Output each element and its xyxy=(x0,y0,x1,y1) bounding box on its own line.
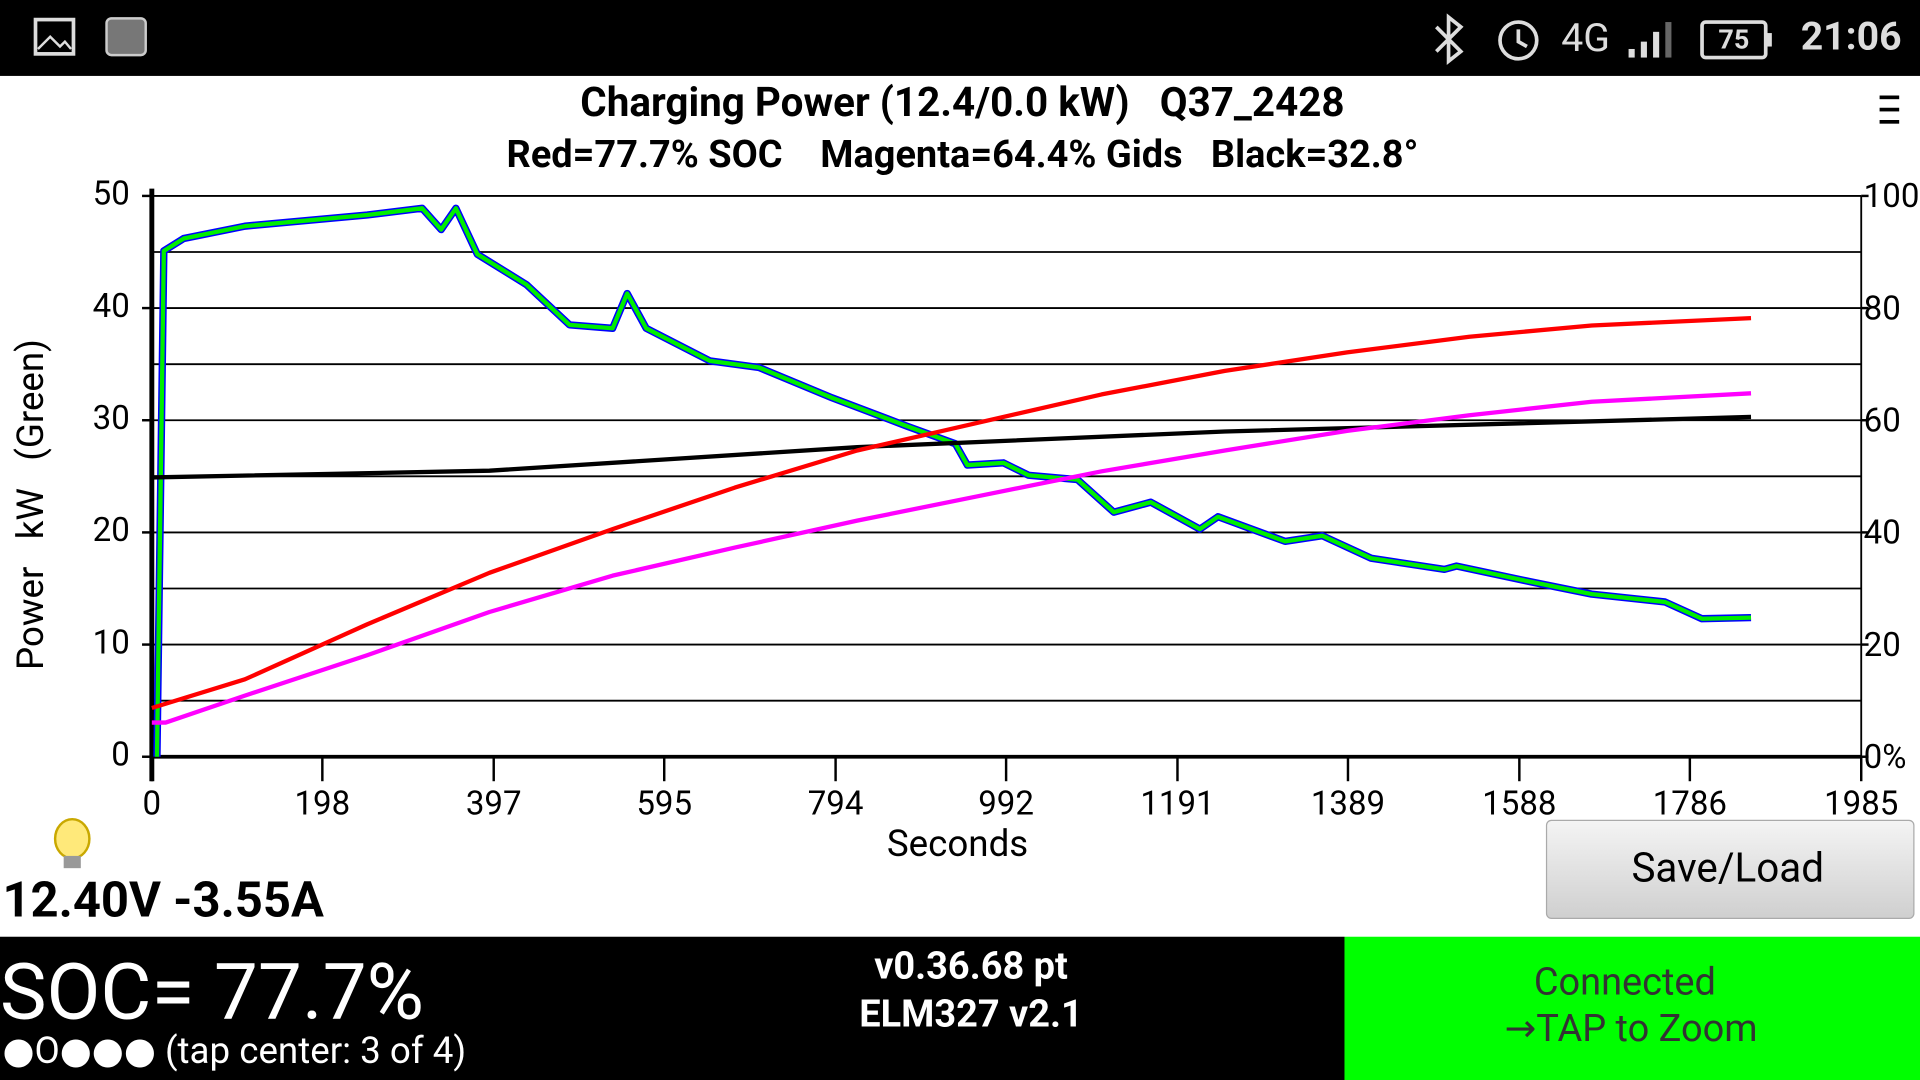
version-text: v0.36.68 pt xyxy=(874,945,1068,989)
series-line xyxy=(151,414,1752,480)
signal-icon xyxy=(1628,22,1672,58)
y-tick-label: 20 xyxy=(93,511,130,550)
battery-level: 75 xyxy=(1718,24,1749,56)
chart-title: Charging Power (12.4/0.0 kW) Q37_2428 xyxy=(580,79,1344,126)
series-line xyxy=(151,315,1752,711)
x-tick-label: 1588 xyxy=(1482,784,1556,823)
x-tick-label: 1786 xyxy=(1653,784,1727,823)
connection-status[interactable]: Connected xyxy=(1534,961,1716,1005)
y-axis-label: Power kW (Green) xyxy=(9,339,52,670)
x-tick-label: 198 xyxy=(294,784,350,823)
plot: 0 10 20 30 40 50 0% 20 40 60 80 100 0 198 397 595 794 992… xyxy=(93,175,1920,824)
connection-panel[interactable] xyxy=(1344,936,1920,1080)
bulb-icon xyxy=(53,817,91,869)
page-indicator: ●O●●● (tap center: 3 of 4) xyxy=(2,1029,466,1072)
x-tick-label: 397 xyxy=(466,784,522,823)
gallery-icon xyxy=(33,17,76,56)
x-tick-label: 1985 xyxy=(1824,784,1898,823)
save-load-button[interactable] xyxy=(1545,819,1915,919)
y-tick-label: 40 xyxy=(93,287,130,326)
y-tick-label: 0 xyxy=(111,735,130,774)
save-load-label[interactable]: Save/Load xyxy=(1631,844,1824,891)
series-line xyxy=(153,204,1752,757)
battery-tip xyxy=(1765,33,1772,47)
series-line xyxy=(154,206,1752,757)
soc-display: SOC= 77.7% xyxy=(0,947,424,1039)
x-tick-label: 992 xyxy=(978,784,1034,823)
menu-icon[interactable] xyxy=(1879,95,1900,124)
y2-tick-label: 60 xyxy=(1864,401,1901,440)
footer-bar xyxy=(0,936,1345,1080)
y2-tick-label: 100 xyxy=(1864,177,1920,216)
y2-tick-label: 40 xyxy=(1864,514,1901,553)
x-tick-label: 1191 xyxy=(1140,784,1214,823)
y2-tick-label: 0% xyxy=(1864,738,1907,777)
clock: 21:06 xyxy=(1801,14,1902,60)
voltage-readout: 12.40V -3.55A xyxy=(2,872,324,929)
x-tick-label: 0 xyxy=(143,784,162,823)
y2-tick-label: 80 xyxy=(1864,289,1901,328)
network-type: 4G xyxy=(1561,15,1610,61)
app-icon xyxy=(105,17,147,57)
status-bar xyxy=(0,0,1920,76)
series-line xyxy=(151,391,1752,725)
chart-subtitle: Red=77.7% SOC Magenta=64.4% Gids Black=3… xyxy=(507,133,1419,177)
y2-tick-label: 20 xyxy=(1864,626,1901,665)
zoom-hint[interactable]: →TAP to Zoom xyxy=(1505,1007,1758,1051)
y-tick-label: 10 xyxy=(93,623,130,662)
x-axis-label: Seconds xyxy=(887,822,1028,865)
adapter-text: ELM327 v2.1 xyxy=(859,992,1083,1036)
bluetooth-icon xyxy=(1435,13,1464,66)
alarm-icon xyxy=(1498,20,1539,61)
x-tick-label: 595 xyxy=(636,784,692,823)
y-tick-label: 30 xyxy=(93,399,130,438)
x-tick-label: 794 xyxy=(808,784,864,823)
x-tick-label: 1389 xyxy=(1311,784,1385,823)
y-tick-label: 50 xyxy=(93,175,130,214)
